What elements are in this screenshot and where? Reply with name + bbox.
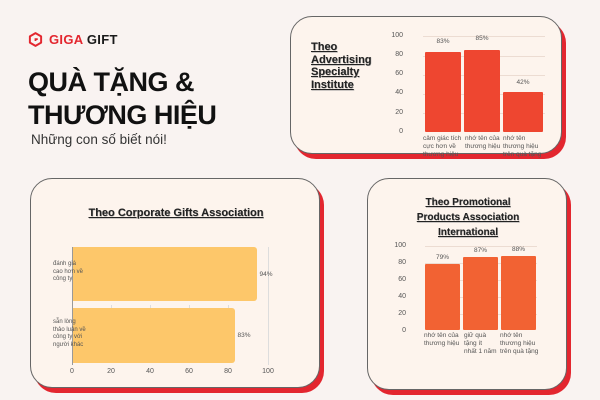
x-tick: 20	[107, 368, 115, 375]
bar	[501, 256, 536, 330]
bar	[503, 92, 543, 132]
gridline	[425, 246, 537, 247]
y-tick: 100	[394, 242, 406, 249]
y-tick: 40	[398, 293, 406, 300]
y-tick: 80	[395, 51, 403, 58]
y-tick: 0	[402, 327, 406, 334]
y-tick: 20	[398, 310, 406, 317]
y-tick: 0	[399, 128, 403, 135]
chart-card-ppai: Theo Promotional Products Association In…	[367, 178, 567, 390]
chart-title: Theo Corporate Gifts Association	[88, 207, 264, 219]
gridline	[268, 247, 269, 365]
chart-card-asi: Theo Advertising Specialty Institute 100…	[290, 16, 562, 158]
y-tick: 40	[395, 89, 403, 96]
chart-title: Theo Promotional Products Association In…	[416, 197, 520, 238]
brand-name-primary: GIGA	[49, 32, 83, 47]
hexagon-g-icon	[28, 32, 43, 47]
category-label: giữ quà tặng ít nhất 1 năm	[464, 332, 497, 355]
bar	[73, 247, 257, 301]
category-label: đánh giá cao hơn về công ty	[53, 261, 83, 282]
bar	[425, 264, 460, 330]
x-tick: 100	[262, 368, 274, 375]
value-label: 42%	[516, 79, 530, 86]
y-tick: 100	[391, 32, 403, 39]
chart-title: Theo Advertising Specialty Institute	[311, 41, 372, 91]
value-label: 83%	[436, 38, 450, 45]
bar	[464, 50, 500, 132]
bar	[425, 52, 461, 132]
gridline	[423, 36, 545, 37]
y-tick: 80	[398, 259, 406, 266]
axis-line	[72, 247, 73, 365]
value-label: 88%	[511, 246, 525, 253]
x-tick: 0	[70, 368, 74, 375]
value-label: 79%	[435, 254, 449, 261]
y-tick: 20	[395, 109, 403, 116]
title-line-1: QUÀ TẶNG &	[28, 67, 195, 97]
y-tick: 60	[395, 70, 403, 77]
category-label: nhớ tên của thương hiệu	[465, 135, 501, 150]
category-label: nhớ tên thương hiệu trên quà tặng	[503, 135, 542, 158]
value-label: 94%	[259, 271, 273, 278]
value-label: 85%	[475, 35, 489, 42]
x-tick: 60	[185, 368, 193, 375]
value-label: 87%	[473, 247, 487, 254]
chart-card-cga: Theo Corporate Gifts Association 94% 83%…	[30, 178, 320, 388]
category-label: sẵn lòng thảo luận về công ty với người …	[53, 319, 86, 348]
bar	[463, 257, 498, 330]
bar	[73, 308, 235, 363]
page-subtitle: Những con số biết nói!	[31, 132, 167, 147]
category-label: nhớ tên của thương hiệu	[424, 332, 460, 347]
brand-name-secondary: GIFT	[86, 32, 118, 47]
brand-logo: GIGA GIFT	[28, 32, 118, 47]
title-line-2: THƯƠNG HIỆU	[28, 100, 217, 130]
value-label: 83%	[237, 332, 251, 339]
page-title: QUÀ TẶNG & THƯƠNG HIỆU	[28, 66, 268, 132]
x-tick: 40	[146, 368, 154, 375]
category-label: nhớ tên thương hiệu trên quà tặng	[500, 332, 539, 355]
y-tick: 60	[398, 276, 406, 283]
x-tick: 80	[224, 368, 232, 375]
category-label: cảm giác tích cực hơn về thương hiệu	[423, 135, 462, 158]
